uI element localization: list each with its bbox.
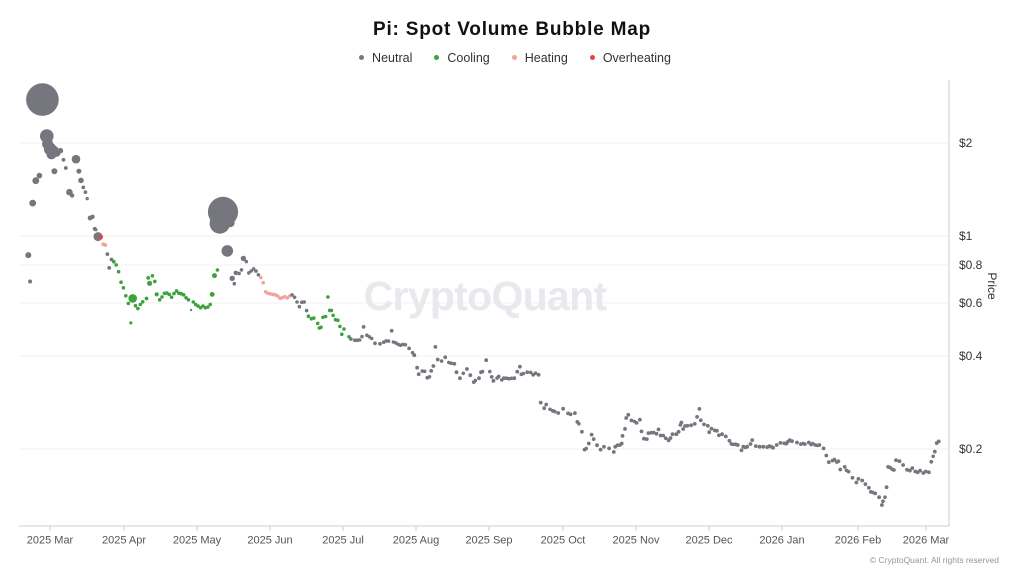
svg-text:2025 Mar: 2025 Mar (27, 535, 74, 547)
svg-text:2026 Mar: 2026 Mar (903, 535, 950, 547)
svg-text:2025 Dec: 2025 Dec (685, 535, 733, 547)
svg-text:2025 Aug: 2025 Aug (393, 535, 440, 547)
svg-text:2025 Jun: 2025 Jun (247, 535, 292, 547)
svg-text:2025 Apr: 2025 Apr (102, 535, 146, 547)
svg-text:$2: $2 (959, 136, 973, 150)
svg-text:Price: Price (985, 272, 999, 300)
svg-text:2025 Oct: 2025 Oct (541, 535, 586, 547)
svg-text:$0.6: $0.6 (959, 296, 983, 310)
svg-text:$0.2: $0.2 (959, 442, 983, 456)
svg-text:CryptoQuant: CryptoQuant (364, 273, 608, 319)
svg-text:2025 Nov: 2025 Nov (612, 535, 660, 547)
svg-text:$1: $1 (959, 229, 973, 243)
svg-text:2025 Sep: 2025 Sep (465, 535, 512, 547)
svg-text:$0.8: $0.8 (959, 258, 983, 272)
svg-text:2025 Jul: 2025 Jul (322, 535, 364, 547)
svg-text:2025 May: 2025 May (173, 535, 222, 547)
svg-text:2026 Jan: 2026 Jan (759, 535, 804, 547)
svg-text:2026 Feb: 2026 Feb (835, 535, 881, 547)
svg-text:$0.4: $0.4 (959, 349, 983, 363)
